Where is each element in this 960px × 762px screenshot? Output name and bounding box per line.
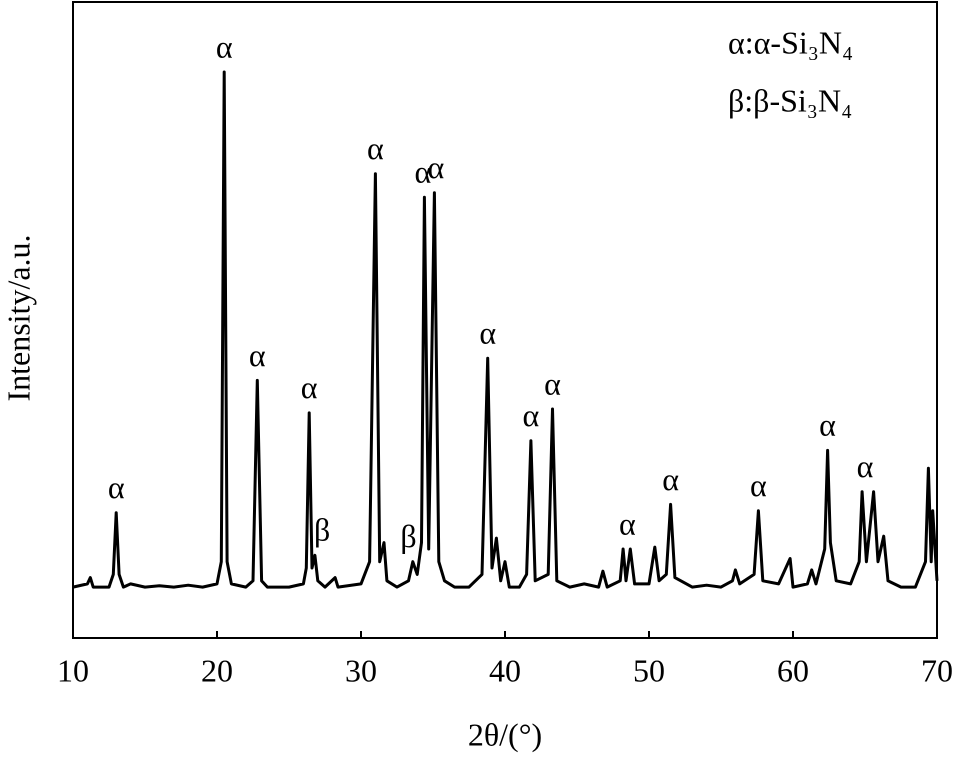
x-tick-label: 10 [57, 652, 89, 688]
peak-label: β [400, 518, 416, 554]
x-tick-label: 40 [489, 652, 521, 688]
peak-label: α [750, 467, 767, 503]
legend-entry: β:β-Si₃N₄ [728, 82, 852, 118]
x-tick-label: 30 [345, 652, 377, 688]
y-axis-label: Intensity/a.u. [0, 234, 36, 401]
peak-label: α [249, 337, 266, 373]
peak-label: α [415, 154, 432, 190]
xrd-line [72, 70, 939, 589]
peak-label: α [479, 315, 496, 351]
peak-label: α [301, 369, 318, 405]
peak-label: α [662, 461, 679, 497]
peak-label: α [367, 130, 384, 166]
peak-label: α [619, 505, 636, 541]
peak-label: α [427, 149, 444, 185]
x-tick-label: 70 [921, 652, 953, 688]
peak-label: α [857, 448, 874, 484]
peak-label: α [523, 397, 540, 433]
x-tick-label: 60 [777, 652, 809, 688]
peak-label: β [314, 512, 330, 548]
x-tick-label: 20 [201, 652, 233, 688]
peak-label: α [819, 407, 836, 443]
peak-label: α [108, 469, 125, 505]
legend-entry: α:α-Si₃N₄ [728, 24, 853, 60]
x-tick-label: 50 [633, 652, 665, 688]
peak-label: α [216, 28, 233, 64]
x-axis-label: 2θ/(°) [468, 716, 542, 752]
peak-label: α [544, 365, 561, 401]
